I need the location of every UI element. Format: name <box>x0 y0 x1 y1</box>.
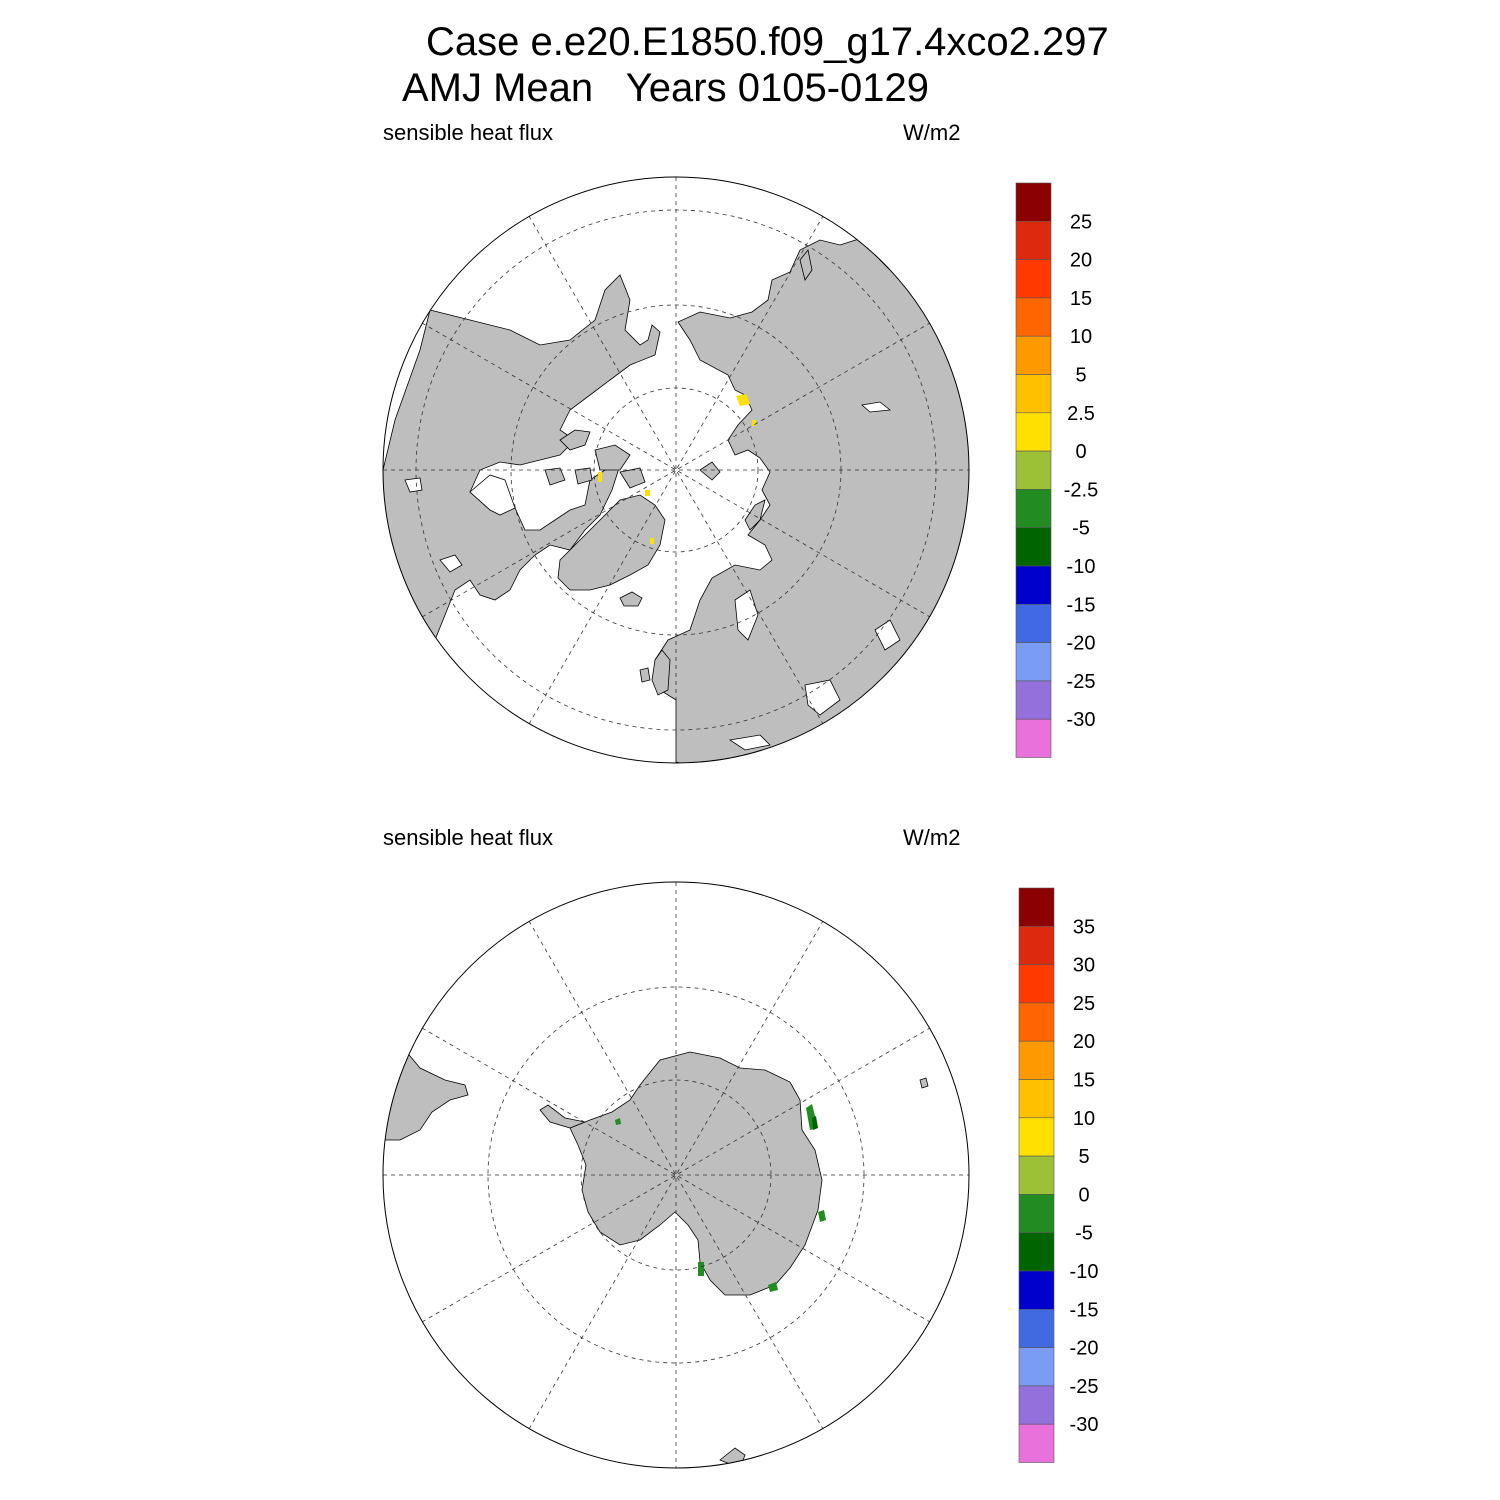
north-colorbar-box <box>1015 412 1052 452</box>
south-colorbar-box <box>1018 1347 1055 1387</box>
south-colorbar-box <box>1018 1079 1055 1119</box>
south-colorbar-tick-label: -25 <box>1070 1376 1099 1398</box>
south-colorbar-tick-label: -30 <box>1070 1414 1099 1436</box>
south-colorbar-tick-label: 20 <box>1073 1031 1095 1053</box>
north-colorbar-tick-label: -10 <box>1067 556 1096 578</box>
south-colorbar-tick-label: 0 <box>1078 1184 1089 1206</box>
north-colorbar-box <box>1015 297 1052 337</box>
north-colorbar-box <box>1015 221 1052 260</box>
south-colorbar-tick-label: -10 <box>1070 1261 1099 1283</box>
south-land <box>383 1049 929 1468</box>
north-colorbar-tick-label: 5 <box>1075 365 1086 387</box>
south-map-border <box>382 881 970 1469</box>
north-colorbar-box <box>1015 182 1052 222</box>
north-colorbar-tick-label: 20 <box>1070 250 1092 272</box>
north-colorbar-box <box>1015 680 1052 720</box>
south-colorbar-box <box>1018 1194 1055 1234</box>
south-colorbar-box <box>1018 887 1055 927</box>
south-colorbar-tick-label: 25 <box>1073 993 1095 1015</box>
south-graticule <box>383 882 969 1468</box>
south-colorbar-box <box>1018 1423 1055 1463</box>
north-colorbar-box <box>1015 603 1052 643</box>
north-colorbar-box <box>1015 259 1052 299</box>
south-colorbar: 35 30 25 20 15 10 5 0 -5 -10 -15 -20 -25 -30 <box>1018 887 1099 1463</box>
south-colorbar-box <box>1018 1385 1055 1425</box>
figure-title-line1: Case e.e20.E1850.f09_g17.4xco2.297 <box>426 20 1109 64</box>
figure-title-line2: AMJ Mean Years 0105-0129 <box>402 66 930 110</box>
north-colorbar-box <box>1015 642 1052 682</box>
south-colorbar-box <box>1018 1232 1055 1272</box>
south-colorbar-tick-label: 10 <box>1073 1108 1095 1130</box>
south-colorbar-tick-label: -5 <box>1075 1223 1093 1245</box>
south-flux-patches <box>615 1104 826 1292</box>
south-colorbar-tick-label: 15 <box>1073 1070 1095 1092</box>
north-colorbar-tick-label: -20 <box>1067 633 1096 655</box>
north-colorbar-box <box>1015 450 1052 490</box>
north-variable-label: sensible heat flux <box>383 120 553 145</box>
south-colorbar-box <box>1018 1270 1055 1310</box>
north-colorbar: 25 20 15 10 5 2.5 0 -2.5 -5 -10 -15 -20 -25 -30 <box>1015 182 1098 758</box>
north-colorbar-tick-label: -15 <box>1067 594 1096 616</box>
north-colorbar-tick-label: -2.5 <box>1064 479 1098 501</box>
south-colorbar-box <box>1018 964 1055 1004</box>
south-variable-label: sensible heat flux <box>383 825 553 850</box>
north-colorbar-box <box>1015 489 1052 528</box>
south-polar-map <box>382 881 970 1469</box>
north-colorbar-tick-label: 10 <box>1070 326 1092 348</box>
north-units-label: W/m2 <box>903 120 961 145</box>
south-colorbar-tick-label: 35 <box>1073 916 1095 938</box>
south-units-label: W/m2 <box>903 825 961 850</box>
north-colorbar-box <box>1015 527 1052 567</box>
south-colorbar-tick-label: 30 <box>1073 955 1095 977</box>
south-colorbar-box <box>1018 1309 1055 1348</box>
north-colorbar-tick-label: 15 <box>1070 288 1092 310</box>
north-graticule <box>383 177 969 763</box>
north-colorbar-tick-label: -30 <box>1067 709 1096 731</box>
north-colorbar-tick-label: 25 <box>1070 211 1092 233</box>
south-colorbar-box <box>1018 1002 1055 1042</box>
north-colorbar-tick-label: -25 <box>1067 671 1096 693</box>
north-colorbar-box <box>1015 718 1052 758</box>
south-colorbar-tick-label: -20 <box>1070 1338 1099 1360</box>
south-colorbar-tick-label: -15 <box>1070 1299 1099 1321</box>
south-colorbar-box <box>1018 1040 1055 1080</box>
south-colorbar-box <box>1018 1117 1055 1157</box>
south-colorbar-box <box>1018 1155 1055 1195</box>
north-colorbar-tick-label: 0 <box>1075 441 1086 463</box>
north-colorbar-box <box>1015 335 1052 375</box>
south-colorbar-tick-label: 5 <box>1078 1146 1089 1168</box>
north-colorbar-box <box>1015 374 1052 414</box>
north-colorbar-tick-label: 2.5 <box>1067 403 1095 425</box>
north-land <box>383 237 969 763</box>
north-colorbar-tick-label: -5 <box>1072 518 1090 540</box>
north-colorbar-box <box>1015 565 1052 605</box>
north-map-border <box>382 176 970 764</box>
south-colorbar-box <box>1018 925 1055 965</box>
north-polar-map <box>382 176 970 764</box>
